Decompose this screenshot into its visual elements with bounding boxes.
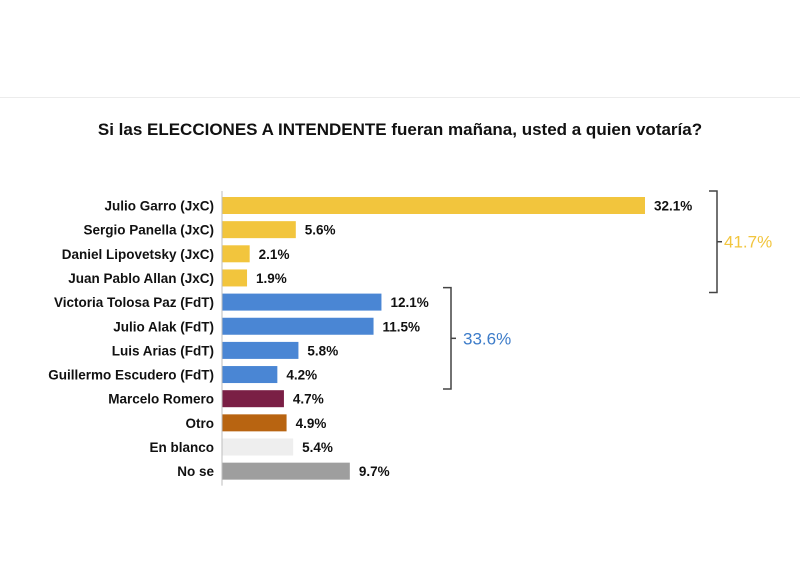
bar [222, 366, 278, 384]
bar [222, 438, 294, 456]
group-bracket [709, 190, 718, 294]
group-bracket [443, 286, 452, 390]
bar [222, 390, 284, 408]
value-label: 5.6% [305, 223, 336, 238]
value-label: 2.1% [259, 247, 290, 262]
bar [222, 317, 374, 335]
category-label: Victoria Tolosa Paz (FdT) [54, 295, 214, 310]
value-label: 5.4% [302, 440, 333, 455]
value-label: 4.9% [296, 416, 327, 431]
bar [222, 414, 287, 432]
category-label: Sergio Panella (JxC) [83, 223, 214, 238]
value-label: 32.1% [654, 199, 692, 214]
group-total-label: 33.6% [463, 329, 511, 348]
bar [222, 462, 350, 480]
category-label: En blanco [149, 440, 214, 455]
category-label: Julio Garro (JxC) [104, 199, 214, 214]
category-label: Julio Alak (FdT) [113, 319, 214, 334]
bar [222, 245, 250, 263]
value-label: 4.7% [293, 392, 324, 407]
category-label: Daniel Lipovetsky (JxC) [62, 247, 214, 262]
category-label: Marcelo Romero [108, 392, 214, 407]
bar [222, 197, 645, 214]
category-label: No se [177, 464, 214, 479]
value-label: 9.7% [359, 464, 390, 479]
top-divider [0, 97, 800, 98]
value-label: 5.8% [307, 343, 338, 358]
bar [222, 293, 382, 311]
value-label: 1.9% [256, 271, 287, 286]
bar [222, 269, 248, 287]
value-label: 12.1% [390, 295, 428, 310]
value-label: 4.2% [286, 368, 317, 383]
category-label: Guillermo Escudero (FdT) [48, 368, 214, 383]
category-label: Juan Pablo Allan (JxC) [68, 271, 214, 286]
bar [222, 341, 299, 359]
value-label: 11.5% [383, 319, 421, 334]
group-total-label: 41.7% [724, 233, 772, 252]
chart-title: Si las ELECCIONES A INTENDENTE fueran ma… [97, 120, 703, 139]
category-label: Luis Arias (FdT) [112, 343, 214, 358]
bar [222, 221, 296, 239]
category-label: Otro [186, 416, 215, 431]
